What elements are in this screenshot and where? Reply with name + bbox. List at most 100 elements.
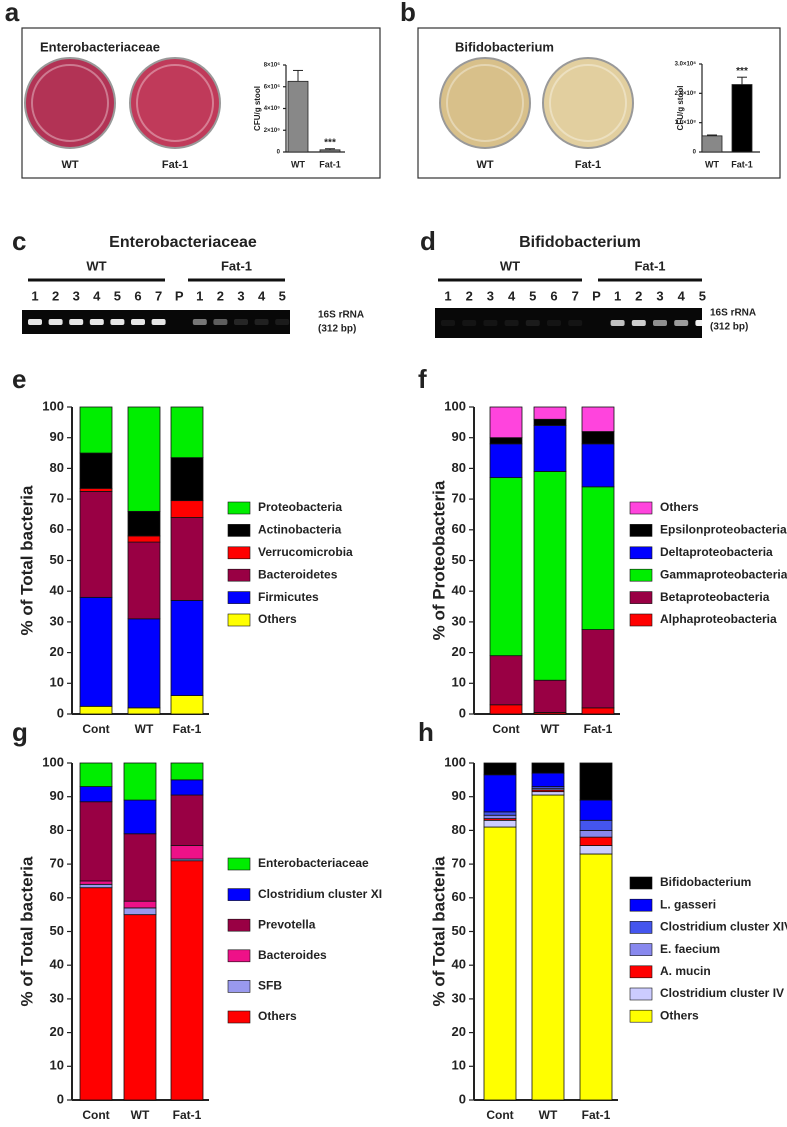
bar-segment (579, 845, 613, 855)
bar-segment (483, 811, 517, 816)
y-tick-label: 10 (50, 1058, 64, 1073)
lane-label: 5 (529, 288, 536, 303)
y-tick-label: 100 (42, 754, 64, 769)
bar (319, 149, 341, 153)
panel-title: Enterobacteriaceae (40, 39, 160, 54)
x-tick-label: WT (291, 159, 305, 169)
lane-label: 4 (508, 288, 516, 303)
lane-label: 6 (134, 288, 141, 303)
bar-segment (489, 704, 523, 715)
legend-swatch (227, 888, 251, 901)
bar-segment (531, 794, 565, 1101)
panel-box (21, 27, 381, 179)
lane-label: 4 (93, 288, 101, 303)
bar-segment (127, 535, 161, 543)
legend-swatch (629, 898, 653, 912)
bar-segment (579, 799, 613, 821)
bar-segment (170, 517, 204, 601)
legend-label: Clostridium cluster XI (258, 887, 382, 901)
lane-label: 4 (258, 288, 266, 303)
panel-label: e (12, 364, 26, 394)
lane-label: 6 (550, 288, 557, 303)
legend-swatch (227, 980, 251, 993)
y-tick-label: 10 (50, 675, 64, 690)
legend-label: SFB (258, 979, 282, 993)
legend-swatch (629, 1009, 653, 1023)
y-tick-label: 80 (452, 460, 466, 475)
gel-band (213, 319, 228, 325)
gel-band (234, 319, 248, 325)
y-tick-label: 20 (452, 1024, 466, 1039)
bar-segment (123, 907, 157, 916)
gel-band (89, 319, 104, 325)
bar-segment (79, 406, 113, 454)
legend-label: Others (258, 612, 297, 626)
legend-swatch (629, 546, 653, 560)
lane-label: 5 (114, 288, 121, 303)
legend-swatch (629, 568, 653, 582)
lane-label: 3 (73, 288, 80, 303)
gel-band (631, 320, 646, 326)
y-tick-label: 0 (693, 150, 697, 156)
legend-label: Actinobacteria (258, 523, 342, 537)
gel-title: Enterobacteriaceae (109, 234, 257, 251)
bar-segment (123, 833, 157, 902)
panel-label: f (418, 364, 427, 394)
legend-label: Gammaproteobacteria (660, 567, 787, 581)
legend-swatch (629, 591, 653, 604)
bar-segment (483, 814, 517, 820)
plate-inner (446, 64, 524, 142)
legend-swatch (629, 965, 653, 979)
bar-segment (127, 510, 161, 537)
significance: *** (324, 137, 336, 148)
y-tick-label: 3.0×10⁸ (675, 62, 697, 68)
lane-label: 1 (444, 288, 451, 303)
gel-band (131, 319, 145, 325)
y-tick-label: 40 (50, 583, 64, 598)
bar-segment (533, 679, 567, 713)
bar-segment (79, 887, 113, 1101)
legend-label: A. mucin (660, 964, 711, 978)
bar-segment (483, 774, 517, 813)
legend-label: Others (660, 1008, 699, 1022)
y-tick-label: 60 (50, 521, 64, 536)
bar-segment (170, 457, 204, 502)
legend-swatch (629, 524, 653, 537)
bar-segment (170, 500, 204, 518)
lane-label: P (175, 288, 184, 303)
panel-label: b (400, 0, 416, 27)
legend-swatch (227, 949, 251, 963)
y-tick-label: 60 (452, 521, 466, 536)
gel-title: Bifidobacterium (519, 234, 641, 251)
gel-band (28, 319, 42, 325)
bar-segment (483, 819, 517, 828)
legend-swatch (227, 918, 251, 932)
bar-segment (79, 491, 113, 598)
panel-label: h (418, 717, 434, 747)
bar-segment (531, 762, 565, 774)
bar-segment (579, 762, 613, 801)
bar-segment (170, 695, 204, 715)
y-tick-label: 70 (50, 491, 64, 506)
y-tick-label: 50 (50, 923, 64, 938)
panel-title: Bifidobacterium (455, 39, 554, 54)
y-axis-label: % of Proteobacteria (429, 480, 448, 640)
gel-band (254, 319, 269, 325)
bar-segment (79, 762, 113, 787)
plate (129, 57, 221, 149)
panel-label: d (420, 226, 436, 256)
bar-segment (123, 900, 157, 909)
legend-label: Prevotella (258, 917, 316, 931)
bar-segment (581, 443, 615, 488)
gel-band (695, 320, 710, 326)
bar-segment (79, 705, 113, 715)
bar-segment (581, 406, 615, 432)
y-axis-label: CFU/g stool (676, 86, 685, 131)
bar-segment (533, 418, 567, 426)
gel-band (275, 319, 290, 325)
bar-segment (581, 707, 615, 715)
legend-label: E. faecium (660, 942, 720, 956)
bar-segment (579, 853, 613, 1101)
y-tick-label: 100 (444, 398, 466, 413)
lane-label: 2 (466, 288, 473, 303)
